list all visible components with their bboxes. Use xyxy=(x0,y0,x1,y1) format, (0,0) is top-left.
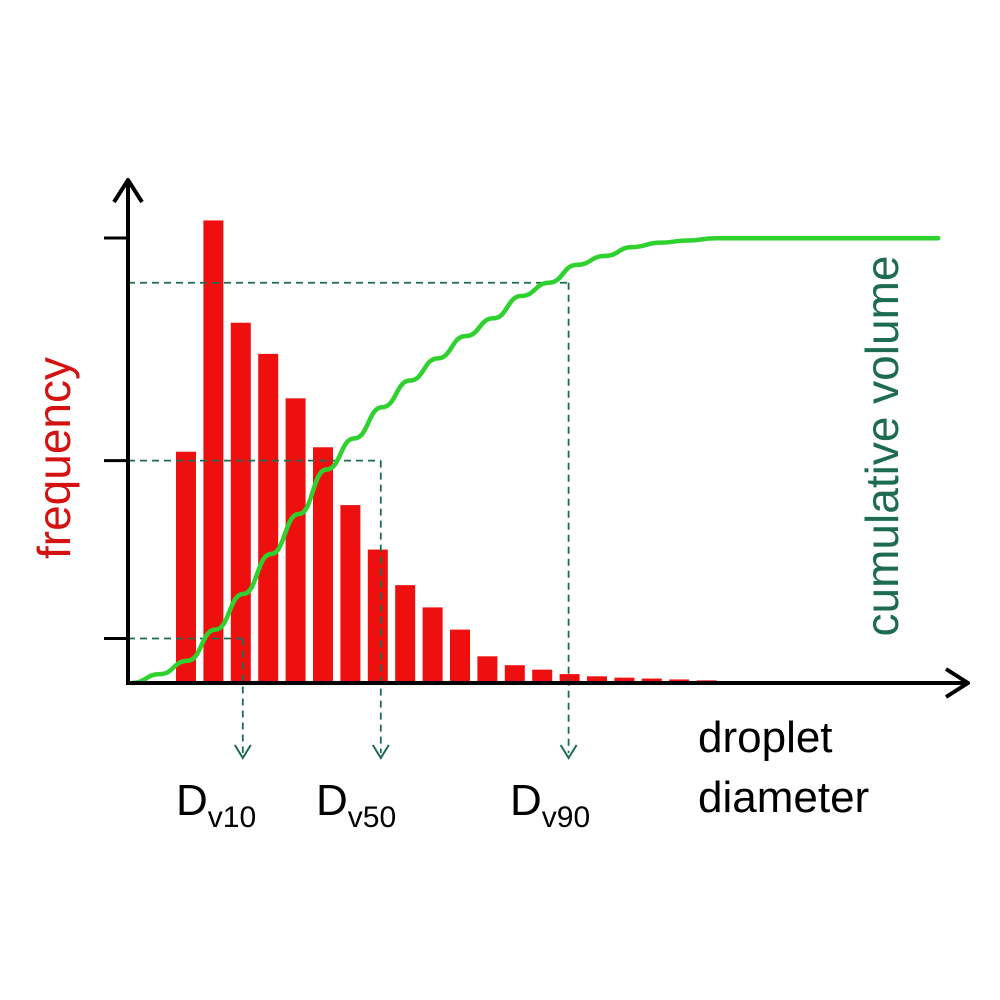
dv10-label: Dv10 xyxy=(176,776,256,834)
dv90-arrow-icon xyxy=(559,744,578,760)
dv50-arrow-icon xyxy=(371,744,390,760)
frequency-bar-3 xyxy=(230,322,251,683)
dv90-label-main: D xyxy=(510,776,542,825)
frequency-bar-11 xyxy=(450,629,470,683)
cumulative-volume-curve xyxy=(129,235,941,686)
cumulative-volume-curve-group xyxy=(129,235,941,686)
frequency-bar-18 xyxy=(641,678,662,683)
frequency-bar-5 xyxy=(285,398,306,683)
dv50-label-sub: v50 xyxy=(348,801,396,834)
frequency-bar-7 xyxy=(340,505,361,683)
frequency-bar-9 xyxy=(395,585,416,683)
dv10-label-sub: v10 xyxy=(208,801,256,834)
dv90-label: Dv90 xyxy=(510,776,590,834)
frequency-bar-17 xyxy=(614,677,635,683)
dv10-label-main: D xyxy=(176,776,208,825)
frequency-bar-15 xyxy=(559,674,580,683)
dv50-label: Dv50 xyxy=(316,776,396,834)
dv10-arrow-icon xyxy=(233,744,252,760)
x-axis-label-line-1: droplet xyxy=(698,713,833,762)
axes xyxy=(104,178,970,699)
frequency-bar-8 xyxy=(367,549,388,683)
frequency-bar-2 xyxy=(203,220,224,683)
frequency-bar-4 xyxy=(258,353,279,683)
frequency-bar-1 xyxy=(176,451,196,683)
frequency-bar-13 xyxy=(504,665,525,683)
x-axis-label-line-2: diameter xyxy=(698,773,869,822)
frequency-bars xyxy=(176,220,799,683)
percentile-labels: Dv10 Dv50 Dv90 xyxy=(176,776,590,834)
y-axis-arrow-icon xyxy=(112,178,144,204)
frequency-bar-6 xyxy=(313,447,333,683)
frequency-bar-16 xyxy=(587,676,607,683)
chart-labels: frequency cumulative volume droplet diam… xyxy=(28,256,908,822)
x-axis-arrow-icon xyxy=(944,667,970,699)
y2-axis-label: cumulative volume xyxy=(856,256,908,637)
dv90-label-sub: v90 xyxy=(542,801,590,834)
frequency-bar-10 xyxy=(422,607,443,683)
frequency-bar-12 xyxy=(477,656,498,683)
frequency-bar-14 xyxy=(532,669,553,683)
y-axis-label: frequency xyxy=(28,357,80,559)
dv50-label-main: D xyxy=(316,776,348,825)
